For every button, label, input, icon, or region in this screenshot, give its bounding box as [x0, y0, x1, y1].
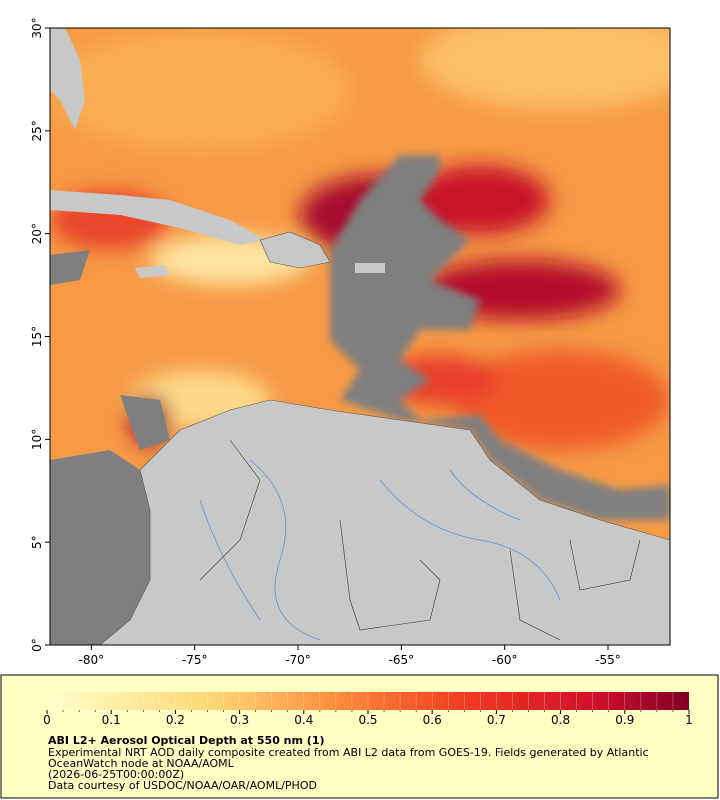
colorbar-tick-label: 1 — [685, 713, 693, 727]
caption-line: OceanWatch node at NOAA/AOML — [48, 757, 235, 770]
x-tick-label: -75° — [182, 653, 208, 667]
colorbar: 0 0.1 0.2 0.3 0.4 0.5 0.6 0.7 0.8 0.9 1 — [43, 692, 693, 727]
colorbar-tick-label: 0.1 — [102, 713, 121, 727]
y-tick-label: 30° — [30, 17, 44, 38]
map-image — [50, 28, 670, 645]
x-tick-label: -80° — [79, 653, 105, 667]
caption-line: Experimental NRT AOD daily composite cre… — [48, 746, 649, 759]
colorbar-tick-label: 0 — [43, 713, 51, 727]
x-tick-label: -70° — [285, 653, 311, 667]
colorbar-tick-label: 0.9 — [615, 713, 634, 727]
colorbar-tick-label: 0.3 — [230, 713, 249, 727]
x-tick-label: -60° — [492, 653, 518, 667]
axes: -80° -75° -70° -65° -60° -55° 0° 5° 10° 15° 20° 25°… — [30, 17, 621, 667]
y-tick-label: 25° — [30, 120, 44, 141]
colorbar-tick-label: 0.4 — [294, 713, 313, 727]
colorbar-tick-label: 0.6 — [423, 713, 442, 727]
caption-line: (2026-06-25T00:00:00Z) — [48, 768, 184, 781]
y-tick-label: 0° — [30, 638, 44, 652]
colorbar-tick-label: 0.2 — [166, 713, 185, 727]
y-tick-label: 20° — [30, 223, 44, 244]
caption-line: Data courtesy of USDOC/NOAA/OAR/AOML/PHO… — [48, 779, 317, 792]
colorbar-tick-label: 0.8 — [551, 713, 570, 727]
x-tick-label: -65° — [389, 653, 415, 667]
y-tick-label: 10° — [30, 429, 44, 450]
caption-title: ABI L2+ Aerosol Optical Depth at 550 nm … — [48, 734, 325, 747]
x-tick-label: -55° — [595, 653, 621, 667]
colorbar-tick-label: 0.5 — [358, 713, 377, 727]
y-tick-label: 5° — [30, 535, 44, 549]
y-tick-label: 15° — [30, 326, 44, 347]
colorbar-tick-label: 0.7 — [487, 713, 506, 727]
